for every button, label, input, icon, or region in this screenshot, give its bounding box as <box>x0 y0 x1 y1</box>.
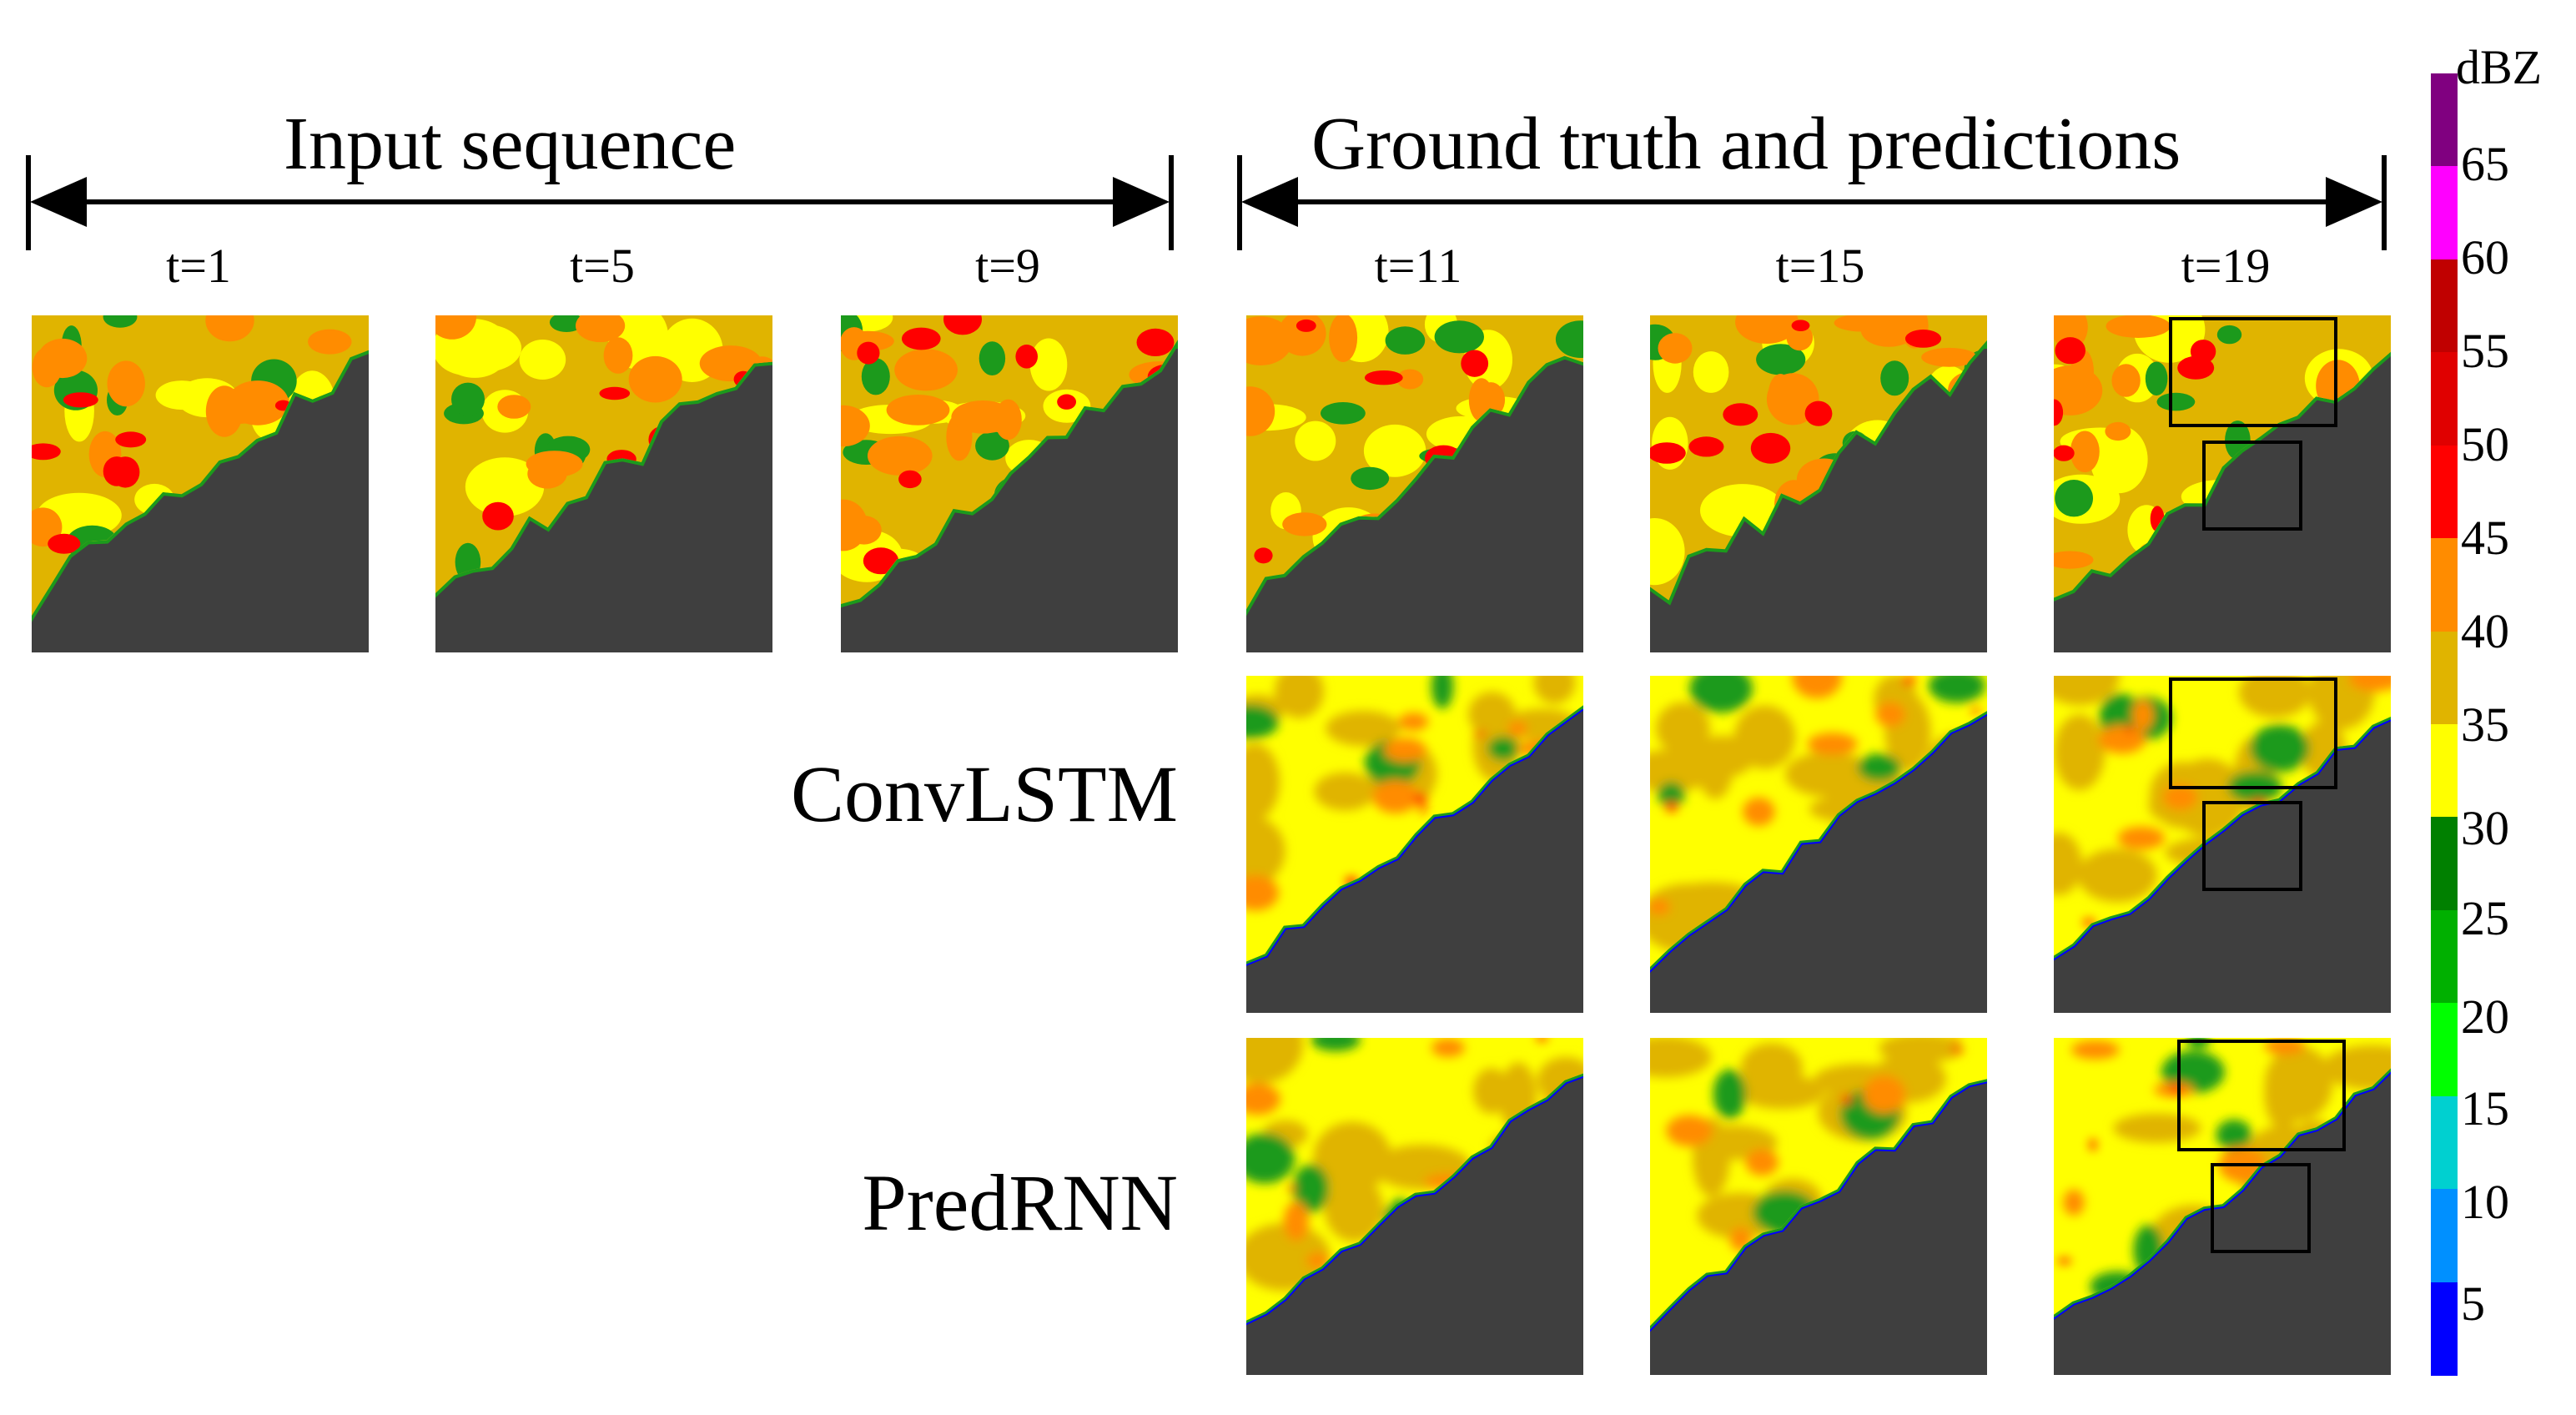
colorbar-tick-20: 20 <box>2461 989 2509 1044</box>
time-label-t15: t=15 <box>1775 239 1865 293</box>
highlight-box-lower <box>2202 441 2302 531</box>
colorbar-segment <box>2431 1189 2458 1283</box>
colorbar-segment <box>2431 817 2458 911</box>
highlight-box-upper <box>2169 677 2337 789</box>
radar-predrnn-t19 <box>2054 1038 2391 1375</box>
input-sequence-title: Input sequence <box>284 103 737 185</box>
highlight-box-lower <box>2202 801 2302 891</box>
highlight-box-upper <box>2177 1040 2346 1151</box>
colorbar-unit: dBZ <box>2456 40 2543 94</box>
colorbar-tick-50: 50 <box>2461 417 2509 471</box>
highlight-box-upper <box>2169 317 2337 427</box>
colorbar-tick-15: 15 <box>2461 1081 2509 1136</box>
colorbar-segment <box>2431 1003 2458 1097</box>
colorbar-tick-65: 65 <box>2461 137 2509 191</box>
colorbar-tick-25: 25 <box>2461 891 2509 945</box>
time-label-t19: t=19 <box>2181 239 2271 293</box>
colorbar-segment <box>2431 73 2458 168</box>
colorbar-tick-10: 10 <box>2461 1175 2509 1229</box>
colorbar <box>2431 73 2458 1376</box>
ground-truth-title: Ground truth and predictions <box>1311 103 2181 185</box>
radar-input-t5 <box>435 315 772 652</box>
radar-truth-t15 <box>1650 315 1987 652</box>
radar-input-t9 <box>841 315 1178 652</box>
colorbar-segment <box>2431 352 2458 446</box>
time-label-t5: t=5 <box>570 239 635 293</box>
radar-convlstm-t19 <box>2054 676 2391 1013</box>
colorbar-tick-55: 55 <box>2461 324 2509 378</box>
colorbar-segment <box>2431 724 2458 818</box>
colorbar-tick-40: 40 <box>2461 604 2509 658</box>
colorbar-segment <box>2431 1095 2458 1191</box>
radar-convlstm-t15 <box>1650 676 1987 1013</box>
colorbar-segment <box>2431 538 2458 632</box>
row-label-predrnn: PredRNN <box>862 1158 1178 1247</box>
highlight-box-lower <box>2211 1163 2311 1253</box>
colorbar-tick-45: 45 <box>2461 511 2509 565</box>
colorbar-tick-5: 5 <box>2461 1277 2485 1331</box>
radar-input-t1 <box>32 315 369 652</box>
colorbar-segment <box>2431 166 2458 260</box>
radar-truth-t19 <box>2054 315 2391 652</box>
colorbar-tick-35: 35 <box>2461 697 2509 752</box>
colorbar-segment <box>2431 445 2458 540</box>
radar-predrnn-t15 <box>1650 1038 1987 1375</box>
colorbar-segment <box>2431 259 2458 354</box>
colorbar-segment <box>2431 1282 2458 1376</box>
colorbar-tick-60: 60 <box>2461 230 2509 285</box>
time-label-t9: t=9 <box>975 239 1040 293</box>
radar-truth-t11 <box>1246 315 1583 652</box>
colorbar-segment <box>2431 909 2458 1005</box>
time-label-t11: t=11 <box>1374 239 1462 293</box>
time-label-t1: t=1 <box>166 239 231 293</box>
colorbar-segment <box>2431 631 2458 725</box>
row-label-convlstm: ConvLSTM <box>790 749 1178 838</box>
colorbar-tick-30: 30 <box>2461 801 2509 855</box>
radar-predrnn-t11 <box>1246 1038 1583 1375</box>
radar-convlstm-t11 <box>1246 676 1583 1013</box>
